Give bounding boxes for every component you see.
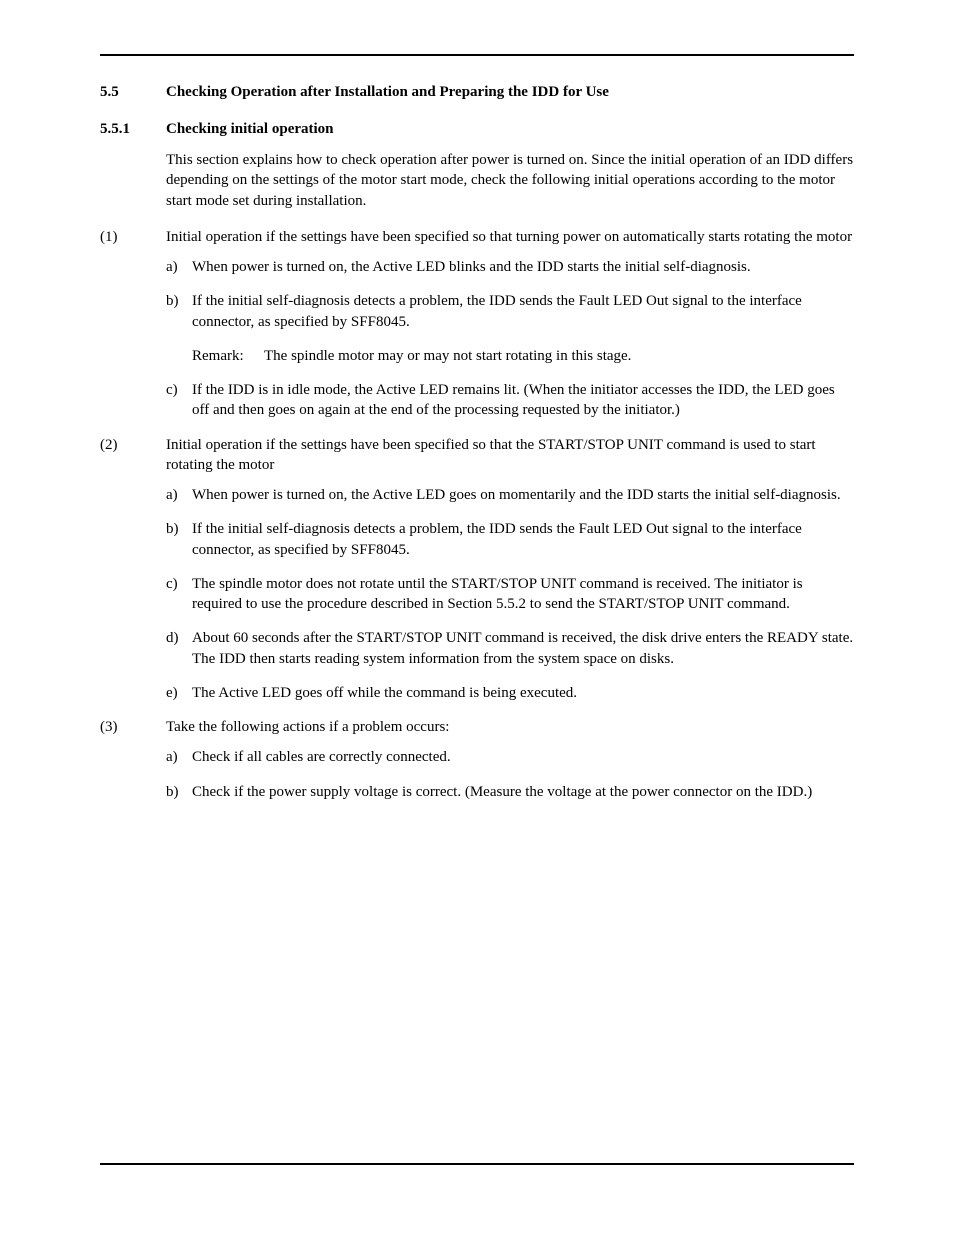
top-rule (100, 54, 854, 56)
letter-item-text: The spindle motor does not rotate until … (192, 574, 854, 615)
numbered-item-label: (3) (100, 717, 166, 737)
remark: Remark: The spindle motor may or may not… (192, 346, 854, 366)
letter-item: a) Check if all cables are correctly con… (166, 747, 854, 767)
letter-list: a) When power is turned on, the Active L… (166, 485, 854, 703)
letter-item: a) When power is turned on, the Active L… (166, 485, 854, 505)
letter-item-label: a) (166, 485, 192, 505)
letter-list: a) When power is turned on, the Active L… (166, 257, 854, 421)
letter-item-text: When power is turned on, the Active LED … (192, 485, 854, 505)
page: 5.5 Checking Operation after Installatio… (0, 0, 954, 1235)
letter-item-label: b) (166, 291, 192, 332)
numbered-item: (2) Initial operation if the settings ha… (100, 435, 854, 476)
numbered-item-label: (2) (100, 435, 166, 476)
letter-item-text: When power is turned on, the Active LED … (192, 257, 854, 277)
letter-item-label: a) (166, 747, 192, 767)
remark-text: The spindle motor may or may not start r… (264, 346, 854, 366)
letter-item-label: c) (166, 574, 192, 615)
letter-item-text: The Active LED goes off while the comman… (192, 683, 854, 703)
letter-list: a) Check if all cables are correctly con… (166, 747, 854, 802)
letter-item-label: d) (166, 628, 192, 669)
letter-item-text: Check if all cables are correctly connec… (192, 747, 854, 767)
section-number: 5.5 (100, 84, 166, 101)
letter-item: a) When power is turned on, the Active L… (166, 257, 854, 277)
numbered-item-label: (1) (100, 227, 166, 247)
numbered-item-text: Take the following actions if a problem … (166, 717, 854, 737)
subsection-title: Checking initial operation (166, 121, 334, 138)
letter-item: b) If the initial self-diagnosis detects… (166, 291, 854, 332)
letter-item: c) If the IDD is in idle mode, the Activ… (166, 380, 854, 421)
letter-item: d) About 60 seconds after the START/STOP… (166, 628, 854, 669)
letter-item-label: b) (166, 782, 192, 802)
letter-item: c) The spindle motor does not rotate unt… (166, 574, 854, 615)
section-heading: 5.5 Checking Operation after Installatio… (100, 84, 854, 101)
subsection-heading: 5.5.1 Checking initial operation (100, 121, 854, 138)
letter-item-text: If the initial self-diagnosis detects a … (192, 519, 854, 560)
remark-label: Remark: (192, 346, 264, 366)
letter-item-text: If the initial self-diagnosis detects a … (192, 291, 854, 332)
letter-item-label: e) (166, 683, 192, 703)
letter-item-text: Check if the power supply voltage is cor… (192, 782, 854, 802)
subsection-number: 5.5.1 (100, 121, 166, 138)
letter-item-text: About 60 seconds after the START/STOP UN… (192, 628, 854, 669)
letter-item-label: b) (166, 519, 192, 560)
letter-item-text: If the IDD is in idle mode, the Active L… (192, 380, 854, 421)
numbered-item-text: Initial operation if the settings have b… (166, 435, 854, 476)
numbered-item: (3) Take the following actions if a prob… (100, 717, 854, 737)
intro-paragraph: This section explains how to check opera… (166, 150, 854, 211)
letter-item-label: c) (166, 380, 192, 421)
letter-item: b) If the initial self-diagnosis detects… (166, 519, 854, 560)
letter-item: e) The Active LED goes off while the com… (166, 683, 854, 703)
letter-item: b) Check if the power supply voltage is … (166, 782, 854, 802)
letter-item-label: a) (166, 257, 192, 277)
numbered-item-text: Initial operation if the settings have b… (166, 227, 854, 247)
section-title: Checking Operation after Installation an… (166, 84, 609, 101)
bottom-rule (100, 1163, 854, 1165)
numbered-item: (1) Initial operation if the settings ha… (100, 227, 854, 247)
